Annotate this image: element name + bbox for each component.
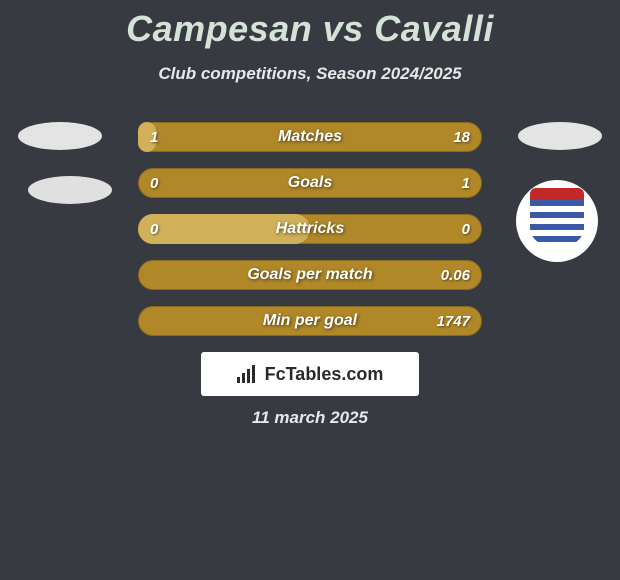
stats-area: 1Matches180Goals10Hattricks0Goals per ma…: [138, 122, 482, 352]
stat-row: 0Hattricks0: [138, 214, 482, 244]
player-right-badge-2: [516, 180, 598, 262]
player-right-badge-1: [518, 122, 602, 150]
player-left-badge-1: [18, 122, 102, 150]
bar-chart-icon: [237, 365, 259, 383]
stat-value-right: 18: [453, 122, 470, 152]
club-crest-icon: [530, 188, 584, 254]
stat-label: Hattricks: [138, 214, 482, 244]
date-label: 11 march 2025: [0, 408, 620, 428]
subtitle: Club competitions, Season 2024/2025: [0, 64, 620, 84]
stat-label: Goals: [138, 168, 482, 198]
stat-value-right: 0: [462, 214, 470, 244]
stat-row: 1Matches18: [138, 122, 482, 152]
stat-row: Min per goal1747: [138, 306, 482, 336]
player-left-badge-2: [28, 176, 112, 204]
stat-value-right: 0.06: [441, 260, 470, 290]
stat-label: Goals per match: [138, 260, 482, 290]
stat-label: Matches: [138, 122, 482, 152]
stat-row: Goals per match0.06: [138, 260, 482, 290]
attribution-badge: FcTables.com: [201, 352, 419, 396]
stat-label: Min per goal: [138, 306, 482, 336]
stat-value-right: 1: [462, 168, 470, 198]
attribution-text: FcTables.com: [265, 364, 384, 385]
page-title: Campesan vs Cavalli: [0, 0, 620, 50]
stat-row: 0Goals1: [138, 168, 482, 198]
stat-value-right: 1747: [437, 306, 470, 336]
